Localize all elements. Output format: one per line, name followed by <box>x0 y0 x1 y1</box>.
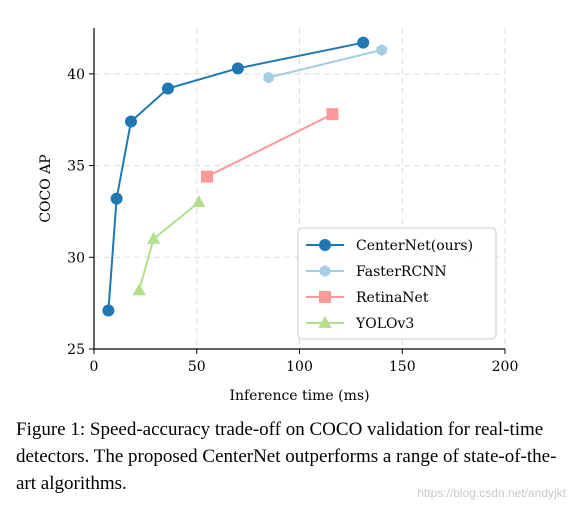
y-tick-label: 40 <box>67 67 85 83</box>
data-point <box>110 192 123 205</box>
x-axis-label: Inference time (ms) <box>229 388 369 404</box>
y-tick-label: 30 <box>67 250 85 266</box>
data-point <box>146 231 161 244</box>
legend-swatch-marker <box>318 316 332 328</box>
legend-swatch-marker <box>319 291 331 303</box>
legend-swatch-marker <box>319 265 331 277</box>
data-point <box>326 108 339 121</box>
legend-box <box>297 227 497 340</box>
legend-label: RetinaNet <box>356 290 429 306</box>
x-tick-label: 50 <box>188 359 206 375</box>
watermark: https://blog.csdn.net/andyjkt <box>417 486 566 500</box>
data-point <box>161 82 174 95</box>
legend-label: YOLOv3 <box>355 316 414 332</box>
series-line <box>268 49 382 79</box>
x-tick-label: 200 <box>492 359 519 375</box>
x-tick-label: 100 <box>286 359 313 375</box>
legend-item: FasterRCNN <box>306 264 447 280</box>
series-fasterrcnn <box>263 44 387 84</box>
data-point <box>231 62 244 75</box>
data-point <box>124 115 137 128</box>
legend-item: RetinaNet <box>306 290 429 306</box>
y-tick-label: 25 <box>67 342 85 358</box>
figure-caption: Figure 1: Speed-accuracy trade-off on CO… <box>16 419 557 494</box>
series-retinanet <box>201 108 339 183</box>
chart-series <box>102 36 387 317</box>
data-point <box>376 44 387 57</box>
chart-ticks: 0 50 100 150 200 25 30 35 40 <box>67 67 518 375</box>
data-point <box>201 170 214 183</box>
chart-figure: 0 50 100 150 200 25 30 35 40 Inference time (ms)… <box>38 28 518 404</box>
x-tick-label: 150 <box>389 359 416 375</box>
y-axis-label: COCO AP <box>38 154 54 222</box>
legend-label: FasterRCNN <box>356 264 447 280</box>
legend-item: CenterNet(ours) <box>306 238 473 254</box>
series-centernet-ours- <box>102 36 370 317</box>
series-yolov3 <box>132 195 206 296</box>
x-tick-label: 0 <box>90 359 99 375</box>
series-line <box>107 41 364 311</box>
data-point <box>263 71 274 84</box>
data-point <box>132 283 146 296</box>
legend-item: YOLOv3 <box>306 316 414 332</box>
legend-label: CenterNet(ours) <box>356 238 473 254</box>
chart-legend: CenterNet(ours) FasterRCNN RetinaNet YOLOv3 <box>297 227 497 340</box>
data-point <box>102 304 115 317</box>
series-line <box>206 113 333 178</box>
series-line <box>138 201 200 291</box>
data-point <box>192 195 206 208</box>
legend-swatch-marker <box>319 239 331 251</box>
data-point <box>357 36 370 49</box>
y-tick-label: 35 <box>67 159 85 175</box>
